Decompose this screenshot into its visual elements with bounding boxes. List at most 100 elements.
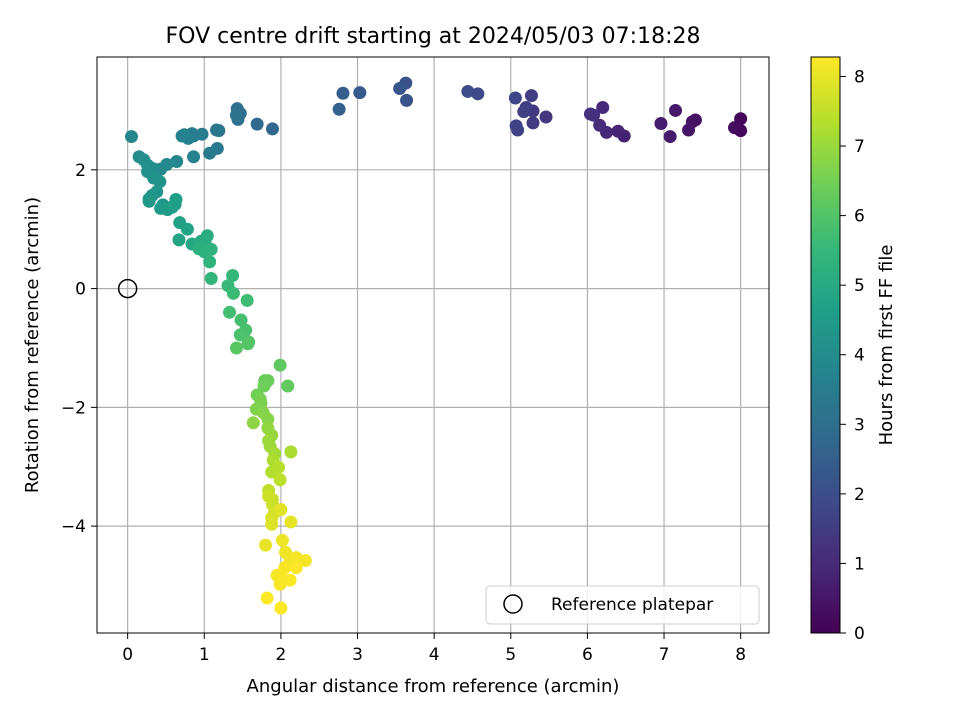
data-point [461,84,475,98]
data-point [153,175,167,189]
data-point [278,561,292,575]
colorbar-gradient [811,57,840,633]
data-point [240,293,254,307]
data-point [593,118,607,132]
data-point [168,197,182,211]
x-tick-label: 2 [275,645,286,665]
x-tick-label: 7 [659,645,670,665]
plot-area: 0 1 2 3 4 5 6 7 8 2 0 −2 −4 [61,56,770,665]
grid [97,57,769,633]
data-point [124,130,138,144]
data-point [471,87,485,101]
data-point [204,271,218,285]
reference-platepar-marker [117,278,138,299]
data-point [203,146,217,160]
data-point [517,105,531,119]
colorbar-tick-label: 1 [854,554,865,574]
data-point [187,150,201,164]
data-point [332,102,346,116]
data-point [223,305,237,319]
y-tick-label: −2 [61,398,86,418]
data-point [654,117,668,131]
data-point [234,313,248,327]
y-axis-label: Rotation from reference (arcmin) [22,197,43,493]
data-point [289,551,303,565]
legend: Reference platepar [485,585,760,625]
data-point [262,489,276,503]
data-point [142,194,156,208]
x-axis-ticks: 0 1 2 3 4 5 6 7 8 [122,633,746,665]
x-tick-label: 0 [122,645,133,665]
data-point [226,269,240,283]
colorbar-tick-label: 2 [854,485,865,505]
colorbar-tick-label: 4 [854,346,865,366]
data-point [261,412,275,426]
y-tick-label: 0 [75,280,86,300]
data-point [204,242,218,256]
colorbar-label: Hours from first FF file [876,245,897,446]
data-point [229,341,243,355]
data-point [210,123,224,137]
data-point [524,89,538,103]
data-point [526,116,540,130]
data-point [583,107,597,121]
data-point [200,229,214,243]
data-point [241,337,255,351]
colorbar-tick-label: 7 [854,137,865,157]
data-point [393,81,407,95]
data-points [124,76,748,615]
plot-background [97,57,769,633]
colorbar-ticks: 0 1 2 3 4 5 6 7 8 [840,67,865,644]
colorbar-frame [810,56,841,634]
colorbar-tick-label: 5 [854,276,865,296]
x-axis-label: Angular distance from reference (arcmin) [247,676,620,697]
y-tick-label: 2 [75,161,86,181]
legend-open-circle-marker [503,594,523,614]
plot-frame [96,56,770,634]
colorbar-tick-label: 0 [854,624,865,644]
data-point [246,416,260,430]
legend-entry-label: Reference platepar [551,595,713,615]
colorbar-tick-label: 6 [854,207,865,227]
data-point [289,561,303,575]
data-point [226,286,240,300]
x-tick-label: 6 [582,645,593,665]
data-point [284,445,298,459]
data-point [274,601,288,615]
data-point [353,86,367,100]
data-point [260,591,274,605]
data-point [274,502,288,516]
data-point [257,379,271,393]
data-point [509,119,523,133]
data-point [172,233,186,247]
data-point [539,110,553,124]
data-point [283,573,297,587]
data-point [180,222,194,236]
chart-title: FOV centre drift starting at 2024/05/03 … [166,24,701,49]
data-point [203,255,217,269]
data-point [611,124,625,138]
data-point [265,122,279,136]
x-tick-label: 5 [505,645,516,665]
data-point [175,129,189,143]
data-point [281,379,295,393]
y-tick-label: −4 [61,517,86,537]
colorbar-tick-label: 3 [854,415,865,435]
data-point [229,108,243,122]
data-point [275,533,289,547]
data-point [400,93,414,107]
colorbar-tick-label: 8 [854,67,865,87]
y-axis-ticks: 2 0 −2 −4 [61,161,97,537]
data-point [336,86,350,100]
data-point [265,517,279,531]
data-point [259,538,273,552]
data-point [663,130,677,144]
x-tick-label: 8 [735,645,746,665]
colorbar: 0 1 2 3 4 5 6 7 8 Hours from first FF file [810,56,897,644]
data-point [669,103,683,117]
data-point [170,155,184,169]
x-tick-label: 3 [352,645,363,665]
legend-box [485,585,760,625]
